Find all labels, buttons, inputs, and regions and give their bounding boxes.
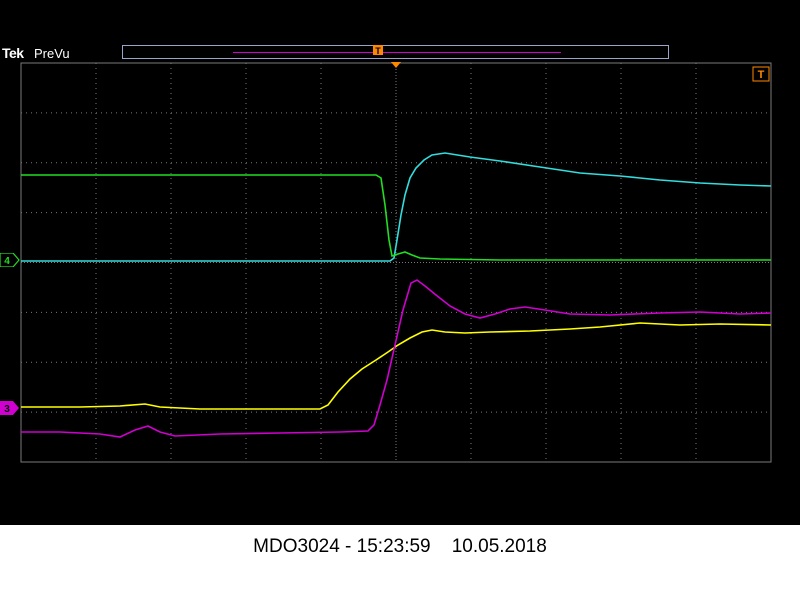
waveform-display (20, 62, 772, 463)
trigger-level-label: T (758, 69, 765, 81)
trigger-level-indicator[interactable]: T (751, 66, 771, 82)
record-window-line (233, 52, 561, 53)
acquisition-mode: PreVu (34, 46, 70, 61)
trigger-position-marker[interactable]: T (372, 44, 384, 60)
ch3-marker-shape (0, 401, 19, 415)
screenshot-caption: MDO3024 - 15:23:59 10.05.2018 (253, 536, 547, 557)
trigger-time-indicator (391, 62, 401, 68)
ch3-ground-marker[interactable]: 3 (0, 401, 20, 415)
ch2-waveform (21, 152, 772, 262)
trigger-position-box (373, 45, 383, 55)
graticule-grid (21, 63, 771, 462)
record-length-bar[interactable] (122, 45, 669, 59)
ch3-waveform (21, 279, 772, 438)
trigger-position-label: T (375, 46, 381, 56)
ch3-marker-label: 3 (4, 404, 10, 415)
ch1-waveform (21, 322, 772, 410)
ch4-marker-label: 4 (4, 256, 10, 267)
ch4-marker-shape (0, 253, 20, 267)
ch4-ground-marker[interactable]: 4 (0, 253, 20, 267)
trigger-level-box (752, 66, 770, 82)
brand-logo: Tek (2, 45, 24, 61)
ch4-waveform (21, 174, 771, 261)
